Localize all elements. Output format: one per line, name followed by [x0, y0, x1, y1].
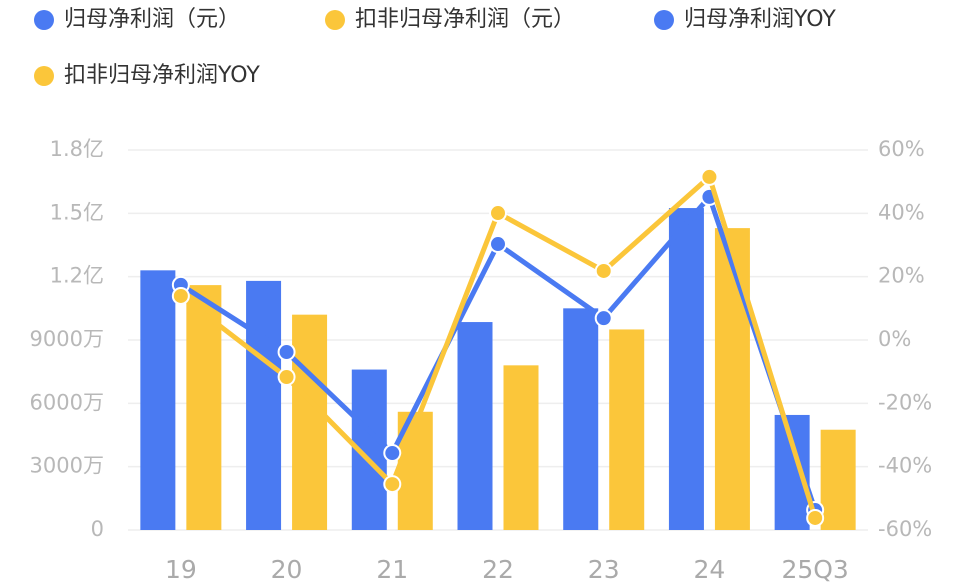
y2-tick-label: 0%	[878, 327, 911, 351]
y-tick-label: 1.8亿	[50, 137, 104, 161]
bar	[714, 228, 750, 530]
y-tick-label: 0	[91, 517, 104, 541]
bar	[186, 285, 222, 530]
y-tick-label: 3000万	[30, 454, 104, 478]
bar	[140, 270, 176, 530]
x-tick-label: 20	[271, 555, 303, 584]
y2-tick-label: -40%	[878, 454, 932, 478]
x-tick-label: 24	[694, 555, 726, 584]
y2-tick-label: -20%	[878, 390, 932, 414]
bar	[609, 329, 645, 530]
bar	[292, 314, 328, 530]
line-point	[594, 261, 613, 280]
x-tick-label: 22	[482, 555, 514, 584]
bar	[668, 208, 704, 531]
x-tick-label: 23	[588, 555, 620, 584]
legend-label: 扣非归母净利润（元）	[355, 7, 575, 32]
x-tick-label: 25Q3	[781, 555, 848, 584]
line-point	[383, 475, 402, 494]
y2-tick-label: 40%	[878, 200, 925, 224]
y-tick-label: 1.2亿	[50, 264, 104, 288]
x-tick-label: 19	[165, 555, 197, 584]
bar	[820, 429, 856, 530]
y2-tick-label: 60%	[878, 137, 925, 161]
legend-marker	[654, 10, 674, 30]
legend-label: 归母净利润（元）	[64, 7, 240, 32]
y2-tick-label: 20%	[878, 264, 925, 288]
y-tick-label: 9000万	[30, 327, 104, 351]
y-tick-label: 1.5亿	[50, 200, 104, 224]
x-tick-label: 21	[376, 555, 408, 584]
bar	[563, 308, 599, 530]
bar	[457, 322, 493, 530]
line-point	[277, 343, 296, 362]
y2-tick-label: -60%	[878, 517, 932, 541]
line-point	[700, 167, 719, 186]
legend-label: 扣非归母净利润YOY	[64, 63, 260, 88]
line-point	[277, 368, 296, 387]
y-tick-label: 6000万	[30, 390, 104, 414]
line-point	[594, 309, 613, 328]
legend-marker	[325, 10, 345, 30]
line-point	[489, 204, 507, 223]
bar	[246, 280, 282, 530]
line-point	[383, 444, 402, 463]
legend-label: 归母净利润YOY	[684, 7, 836, 32]
legend-marker	[34, 66, 54, 86]
legend-marker	[34, 10, 54, 30]
line-point	[171, 286, 190, 305]
line-point	[806, 508, 825, 527]
bar	[503, 365, 539, 530]
line-point	[489, 235, 507, 254]
